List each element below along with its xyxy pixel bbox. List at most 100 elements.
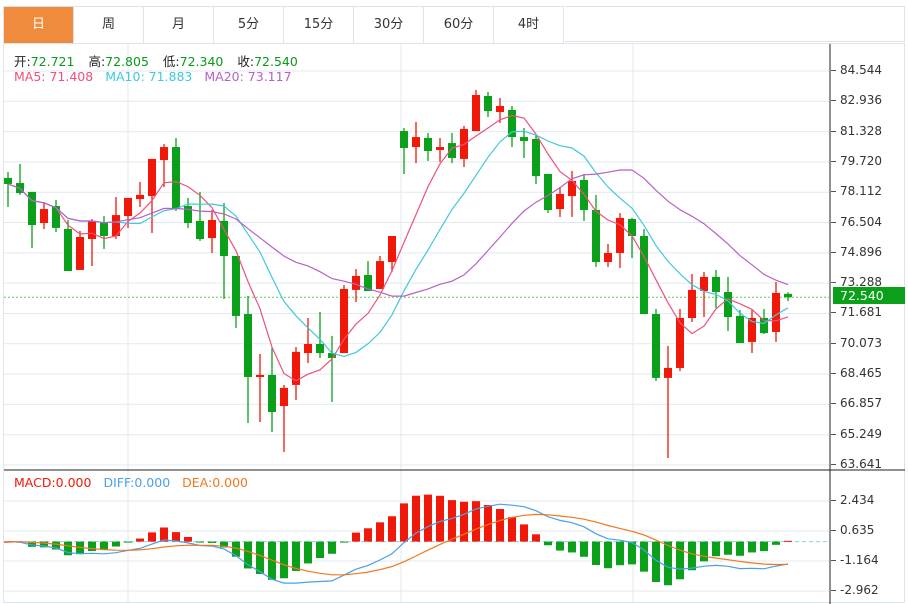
low-value: 72.340	[179, 54, 224, 69]
dea-value: DEA:0.000	[182, 475, 249, 490]
macd-bar-negative	[580, 541, 588, 557]
ohlc-legend: 开:72.721 高:72.805 低:72.340 收:72.540	[14, 51, 308, 70]
tabs-filler	[565, 6, 905, 42]
macd-bar-negative	[604, 541, 612, 569]
price-tick-label: 66.857	[831, 396, 882, 411]
macd-bar-positive	[184, 536, 192, 542]
tab-week[interactable]: 周	[74, 7, 144, 43]
macd-bar-negative	[28, 541, 36, 547]
macd-bar-negative	[220, 541, 228, 548]
macd-bar-positive	[484, 504, 492, 542]
candle-up	[616, 217, 624, 253]
macd-bar-negative	[556, 541, 564, 551]
price-tick-label: 70.073	[831, 335, 882, 350]
tab-day[interactable]: 日	[4, 7, 74, 43]
period-tabs: 日 周 月 5分 15分 30分 60分 4时	[3, 6, 564, 44]
candle-down	[652, 314, 660, 378]
candle-up	[40, 209, 48, 223]
price-tick-label: 73.288	[831, 275, 882, 290]
macd-bar-positive	[388, 516, 396, 542]
candle-up	[136, 194, 144, 200]
dea-line	[7, 513, 789, 576]
candle-down	[640, 236, 648, 315]
candle-down	[220, 220, 228, 256]
candle-down	[628, 219, 636, 237]
candle-up	[700, 276, 708, 292]
macd-bar-positive	[508, 517, 516, 542]
candle-down	[784, 293, 792, 298]
macd-bar-negative	[748, 541, 756, 553]
diff-line	[7, 503, 789, 584]
candle-up	[772, 292, 780, 332]
candle-down	[184, 206, 192, 223]
candle-up	[160, 147, 168, 161]
candle-up	[496, 105, 504, 112]
macd-bar-negative	[724, 541, 732, 555]
candle-up	[664, 367, 672, 378]
candle-down	[484, 95, 492, 112]
macd-bar-negative	[712, 541, 720, 557]
price-tick-label: 82.936	[831, 93, 882, 108]
candle-down	[364, 275, 372, 292]
macd-bar-negative	[280, 541, 288, 579]
price-tick-label: 71.681	[831, 305, 882, 320]
price-tick-label: 79.720	[831, 153, 882, 168]
ma20-legend: MA20: 73.117	[204, 69, 292, 84]
macd-bar-positive	[472, 501, 480, 542]
macd-bar-positive	[352, 532, 360, 542]
price-tick-label: 78.112	[831, 184, 882, 199]
candle-down	[244, 314, 252, 377]
tab-60min[interactable]: 60分	[424, 7, 494, 43]
macd-bar-positive	[436, 495, 444, 542]
macd-bar-negative	[316, 541, 324, 559]
macd-bar-positive	[424, 494, 432, 542]
candle-down	[532, 138, 540, 177]
macd-bar-negative	[652, 541, 660, 582]
low-label: 低:	[162, 54, 180, 69]
ma5-legend: MA5: 71.408	[14, 69, 94, 84]
candle-down	[196, 220, 204, 240]
price-tick-label: 65.249	[831, 426, 882, 441]
macd-bar-negative	[100, 541, 108, 551]
tab-4hour[interactable]: 4时	[494, 7, 564, 43]
tab-30min[interactable]: 30分	[354, 7, 424, 43]
price-tick-label: 76.504	[831, 214, 882, 229]
macd-tick-label: 2.434	[830, 492, 875, 507]
macd-bar-positive	[520, 524, 528, 542]
macd-bar-positive	[364, 528, 372, 542]
current-price-tag: 72.540	[833, 287, 905, 304]
macd-bar-positive	[496, 509, 504, 542]
candle-up	[148, 158, 156, 197]
candle-down	[736, 315, 744, 344]
macd-bar-negative	[244, 541, 252, 569]
macd-bar-positive	[412, 495, 420, 542]
macd-bar-negative	[676, 541, 684, 580]
candle-up	[256, 374, 264, 377]
candle-down	[520, 137, 528, 142]
macd-bar-negative	[688, 541, 696, 571]
macd-bar-positive	[400, 503, 408, 542]
macd-bar-negative	[568, 541, 576, 553]
macd-bar-negative	[640, 541, 648, 572]
macd-tick-label: -1.164	[831, 553, 879, 568]
candle-down	[64, 229, 72, 272]
tab-month[interactable]: 月	[144, 7, 214, 43]
macd-bar-negative	[328, 541, 336, 554]
candle-down	[592, 209, 600, 263]
macd-bar-negative	[772, 541, 780, 545]
candle-down	[28, 191, 36, 226]
candle-down	[424, 137, 432, 151]
candle-up	[676, 317, 684, 368]
tab-5min[interactable]: 5分	[214, 7, 284, 43]
macd-bar-positive	[376, 522, 384, 542]
candle-down	[508, 109, 516, 138]
tab-15min[interactable]: 15分	[284, 7, 354, 43]
candle-up	[436, 147, 444, 151]
macd-bar-negative	[112, 541, 120, 547]
price-tick-label: 74.896	[831, 244, 882, 259]
candle-up	[568, 180, 576, 197]
price-tick-label: 81.328	[831, 123, 882, 138]
macd-bar-negative	[88, 541, 96, 551]
macd-bar-negative	[256, 541, 264, 575]
